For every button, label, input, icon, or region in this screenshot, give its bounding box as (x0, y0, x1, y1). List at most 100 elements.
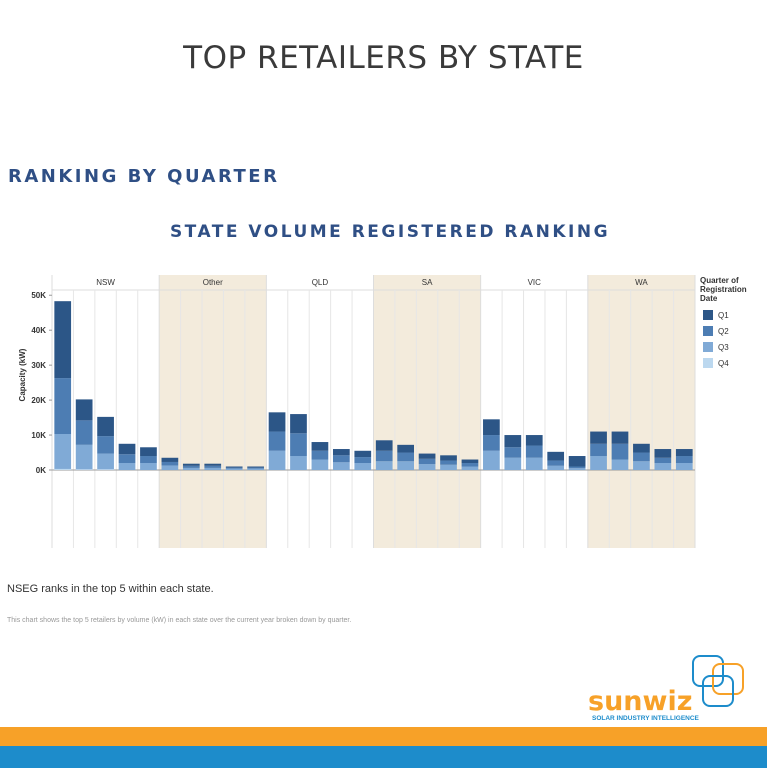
bar-segment (633, 461, 650, 470)
bar-segment (654, 457, 672, 464)
footer-band-blue (0, 746, 767, 768)
bar-segment (547, 460, 565, 466)
bar-segment (290, 456, 307, 470)
bar-segment (525, 445, 543, 458)
bar-segment (97, 453, 114, 470)
bar-segment (525, 435, 543, 446)
bar-segment (268, 450, 286, 470)
bar-segment (633, 452, 650, 462)
bar-segment (547, 451, 565, 461)
bar-segment (525, 457, 543, 470)
bar-segment (268, 412, 286, 432)
legend-label: Q2 (718, 327, 729, 336)
section-title: RANKING BY QUARTER (8, 166, 280, 187)
bar-segment (654, 463, 672, 470)
bar-segment (418, 453, 436, 459)
bar-segment (161, 465, 179, 470)
bar-segment (140, 447, 157, 457)
bar-segment (290, 414, 307, 434)
bar-segment (311, 459, 329, 470)
bar-segment (225, 467, 243, 469)
bar-segment (504, 447, 522, 458)
bar-segment (590, 431, 607, 444)
bar-segment (75, 420, 93, 445)
panel-header: WA (635, 278, 648, 287)
bar-segment (440, 455, 457, 461)
bar-segment (182, 463, 200, 466)
bar-segment (461, 466, 479, 470)
bar-segment (375, 461, 393, 470)
bar-segment (75, 399, 93, 421)
bar-segment (247, 467, 264, 469)
bar-segment (97, 469, 114, 470)
bar-segment (161, 457, 179, 462)
bar-segment (97, 416, 114, 437)
bar-segment (54, 378, 72, 434)
panel-header: SA (422, 278, 433, 287)
bar-segment (268, 431, 286, 451)
legend-title-box: Quarter of Registration Date (700, 276, 747, 303)
panel-background (373, 275, 481, 548)
bar-segment (461, 463, 479, 467)
y-tick-label: 30K (31, 361, 46, 370)
bar-segment (675, 456, 693, 464)
bar-segment (354, 457, 372, 464)
bar-segment (675, 463, 693, 470)
bar-segment (247, 468, 264, 470)
bar-segment (140, 463, 157, 470)
caption: This chart shows the top 5 retailers by … (7, 617, 352, 624)
bar-segment (375, 450, 393, 462)
bar-segment (225, 466, 243, 468)
bar-segment (247, 466, 264, 468)
bar-segment (54, 434, 72, 469)
footer-band-orange (0, 727, 767, 746)
bar-segment (504, 457, 522, 470)
logo-name: sunwiz (588, 686, 692, 717)
bar-segment (611, 443, 629, 460)
bar-segment (590, 456, 607, 470)
heading: TOP RETAILERS BY STATE (183, 40, 584, 76)
panel-header: VIC (528, 278, 542, 287)
bar-segment (75, 469, 93, 470)
bar-segment (547, 465, 565, 470)
bar-segment (118, 443, 136, 455)
panel-header: NSW (96, 278, 115, 287)
legend-swatch (703, 326, 713, 336)
bar-segment (461, 459, 479, 464)
bar-segment (225, 468, 243, 470)
bar-segment (290, 433, 307, 457)
bar-segment (54, 468, 72, 470)
panel-header: QLD (312, 278, 329, 287)
bar-segment (375, 440, 393, 451)
bar-segment (483, 450, 500, 470)
bar-segment (354, 463, 372, 470)
bar-segment (590, 443, 607, 457)
panel-background (266, 275, 374, 548)
legend-title: Quarter of Registration Date (700, 276, 747, 303)
note: NSEG ranks in the top 5 within each stat… (7, 583, 214, 595)
bar-segment (654, 449, 672, 458)
y-tick-label: 50K (31, 291, 46, 300)
bar-segment (140, 456, 157, 464)
bar-segment (483, 419, 500, 436)
bar-segment (311, 450, 329, 460)
legend-label: Q3 (718, 343, 729, 352)
bar-segment (397, 452, 415, 462)
legend-swatch (703, 342, 713, 352)
bar-segment (440, 460, 457, 465)
bar-segment (611, 431, 629, 444)
bar-segment (204, 465, 222, 468)
bar-segment (182, 465, 200, 468)
panel-background (159, 275, 267, 548)
bar-segment (332, 449, 350, 456)
bar-segment (204, 467, 222, 470)
bar-segment (675, 449, 693, 457)
bar-segment (75, 444, 93, 470)
bar-segment (504, 435, 522, 448)
y-tick-label: 10K (31, 431, 46, 440)
bar-segment (568, 456, 586, 467)
bar-segment (483, 435, 500, 451)
bar-segment (397, 461, 415, 470)
